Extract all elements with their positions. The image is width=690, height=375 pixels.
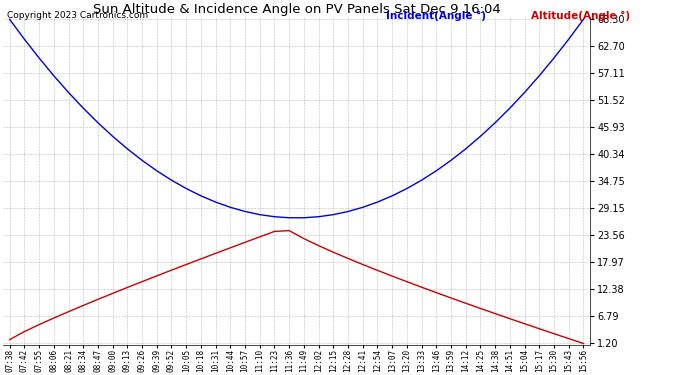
- Text: Incident(Angle °): Incident(Angle °): [386, 11, 486, 21]
- Title: Sun Altitude & Incidence Angle on PV Panels Sat Dec 9 16:04: Sun Altitude & Incidence Angle on PV Pan…: [92, 3, 500, 16]
- Text: Altitude(Angle °): Altitude(Angle °): [531, 11, 631, 21]
- Text: Copyright 2023 Cartronics.com: Copyright 2023 Cartronics.com: [7, 11, 148, 20]
